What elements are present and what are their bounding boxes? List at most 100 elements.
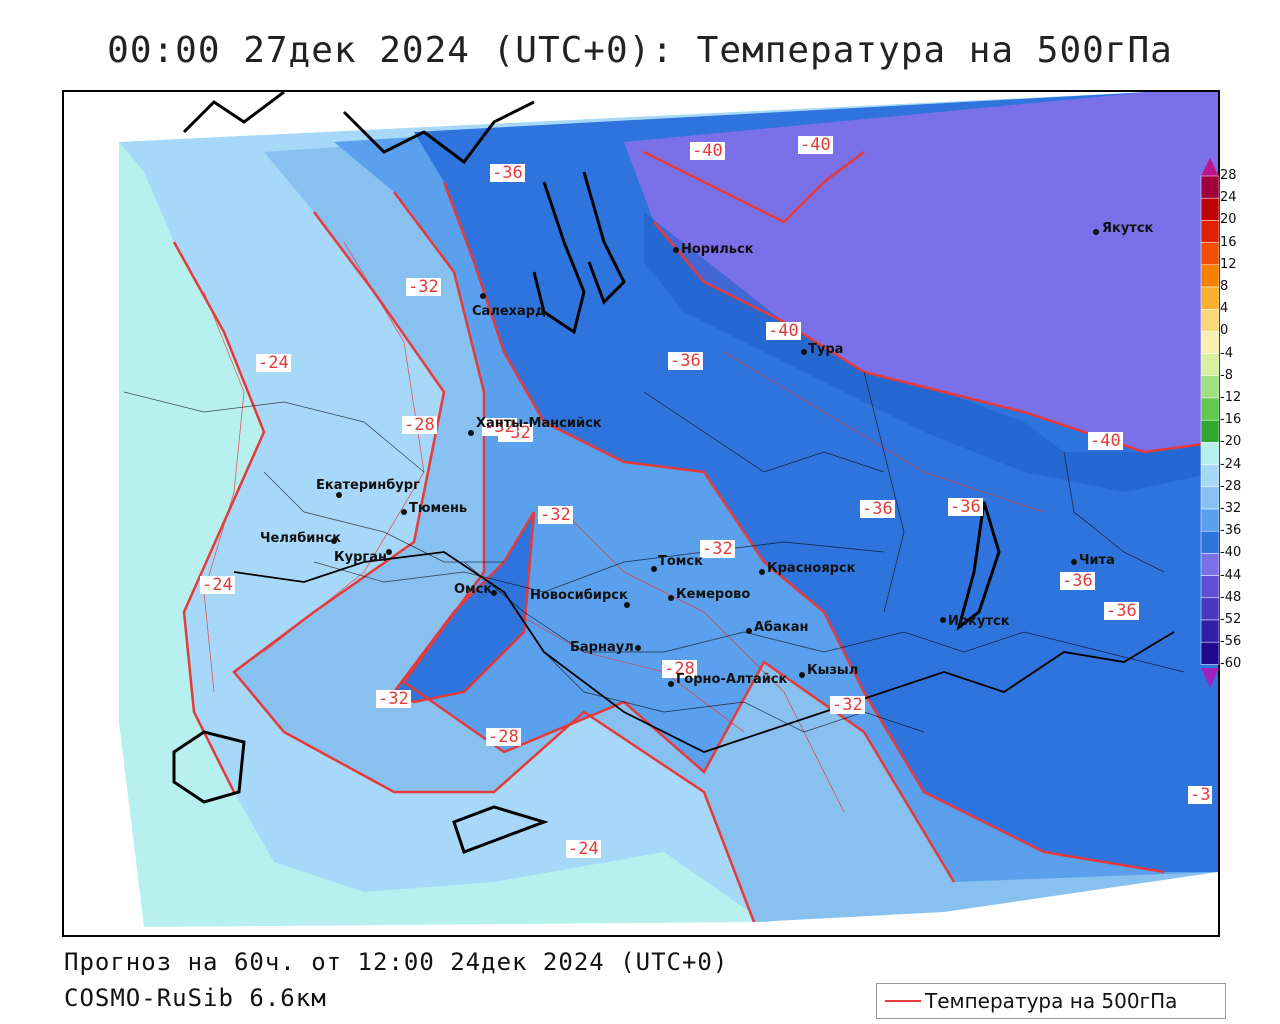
temperature-field <box>64 92 1218 935</box>
city-dot <box>336 492 342 498</box>
contour-label: -40 <box>1088 431 1123 451</box>
contour-label: -40 <box>766 321 801 341</box>
city-dot <box>624 602 630 608</box>
color-scale-label: 0 <box>1220 323 1229 339</box>
city-dot <box>801 349 807 355</box>
color-scale-label: -36 <box>1220 523 1242 539</box>
contour-label: -32 <box>700 539 735 559</box>
city-dot <box>746 628 752 634</box>
city-dot <box>1071 559 1077 565</box>
color-scale-cell <box>1200 286 1220 310</box>
contour-label: -40 <box>798 135 833 155</box>
contour-label: -36 <box>1060 571 1095 591</box>
contour-label: -32 <box>538 505 573 525</box>
color-scale-cell <box>1200 375 1220 399</box>
city-label: Курган <box>334 550 387 565</box>
color-scale-cell <box>1200 220 1220 243</box>
color-scale-cell <box>1200 353 1220 377</box>
color-scale-cell <box>1200 641 1220 665</box>
color-scale-cell <box>1200 508 1220 532</box>
city-dot <box>799 672 805 678</box>
color-scale-label: -16 <box>1220 412 1242 428</box>
city-label: Тюмень <box>409 501 468 516</box>
city-label: Красноярск <box>767 561 856 576</box>
color-scale-label: 24 <box>1220 190 1237 206</box>
contour-label: -32 <box>376 689 411 709</box>
city-dot <box>386 549 392 555</box>
city-label: Салехард <box>472 304 546 319</box>
color-scale-label: -32 <box>1220 501 1242 516</box>
color-scale-label: -52 <box>1220 612 1242 627</box>
contour-label: -32 <box>830 695 865 715</box>
city-dot <box>673 247 679 253</box>
city-label: Иркутск <box>948 614 1010 629</box>
contour-label: -36 <box>1104 601 1139 621</box>
color-scale-cell <box>1200 264 1220 288</box>
color-scale-cell <box>1200 597 1220 621</box>
color-scale-label: -40 <box>1220 545 1242 561</box>
city-dot <box>480 293 486 299</box>
contour-label: -28 <box>662 659 697 679</box>
city-label: Горно-Алтайск <box>676 672 788 687</box>
color-scale-label: 12 <box>1220 256 1237 272</box>
map-area: -36 -40 -40 -32 -24 -36 -40 -28 -32 -40 … <box>62 90 1220 937</box>
city-label: Норильск <box>681 242 754 257</box>
color-scale: 28 24 20 16 12 8 4 0 -4 -8 -12 -16 -20 -24 -28 -32 -36 -4… <box>1200 158 1270 690</box>
city-label: Екатеринбург <box>316 478 420 493</box>
legend: Температура на 500гПа <box>876 983 1226 1019</box>
legend-line-sample <box>885 1000 921 1002</box>
city-dot <box>759 569 765 575</box>
city-dot <box>401 509 407 515</box>
color-scale-cell <box>1200 575 1220 599</box>
color-scale-label: 4 <box>1220 301 1229 317</box>
color-scale-cell <box>1200 619 1220 643</box>
color-scale-cell <box>1200 553 1220 576</box>
contour-label: -36 <box>860 499 895 519</box>
color-scale-cell <box>1200 486 1220 510</box>
color-scale-label: -8 <box>1220 367 1233 383</box>
color-scale-label: -44 <box>1220 567 1242 583</box>
city-label: Чита <box>1079 553 1115 568</box>
color-scale-cell <box>1200 308 1220 332</box>
contour-label: -24 <box>566 839 601 859</box>
color-scale-cell <box>1200 175 1220 199</box>
color-scale-cell <box>1200 397 1220 421</box>
city-label: Тура <box>808 342 844 357</box>
color-scale-cell <box>1200 331 1220 354</box>
city-label: Новосибирск <box>530 588 628 603</box>
map-title: 00:00 27дек 2024 (UTC+0): Температура на… <box>107 30 1173 71</box>
city-label: Томск <box>658 554 703 569</box>
color-scale-label: -60 <box>1220 656 1242 672</box>
contour-label: -36 <box>948 497 983 517</box>
city-dot <box>940 617 946 623</box>
color-scale-cell <box>1200 464 1220 488</box>
contour-label: -24 <box>256 353 291 373</box>
color-scale-bar <box>1200 158 1220 688</box>
color-scale-label: 28 <box>1220 168 1237 183</box>
contour-label: -28 <box>402 415 437 435</box>
contour-label: -32 <box>482 417 517 437</box>
color-scale-label: -48 <box>1220 589 1242 605</box>
color-scale-label: -56 <box>1220 634 1242 650</box>
color-scale-label: -20 <box>1220 434 1242 450</box>
color-scale-cell <box>1200 197 1220 221</box>
color-scale-cell <box>1200 442 1220 465</box>
model-name: COSMO-RuSib 6.6км <box>64 984 327 1012</box>
contour-label: -40 <box>690 141 725 161</box>
city-label: Барнаул <box>570 640 634 655</box>
contour-label: -24 <box>200 575 235 595</box>
contour-label: -36 <box>668 351 703 371</box>
city-label: Омск <box>454 582 493 597</box>
city-dot <box>651 566 657 572</box>
color-scale-cell <box>1200 419 1220 443</box>
legend-label: Температура на 500гПа <box>925 989 1178 1013</box>
color-scale-label: -4 <box>1220 345 1233 361</box>
city-dot <box>668 595 674 601</box>
color-scale-label: 16 <box>1220 234 1237 250</box>
city-label: Челябинск <box>260 531 341 546</box>
contour-label: -3 <box>1188 785 1213 805</box>
color-scale-cell <box>1200 530 1220 554</box>
city-label: Кемерово <box>676 587 751 602</box>
color-scale-label: -28 <box>1220 478 1242 494</box>
city-dot <box>668 681 674 687</box>
